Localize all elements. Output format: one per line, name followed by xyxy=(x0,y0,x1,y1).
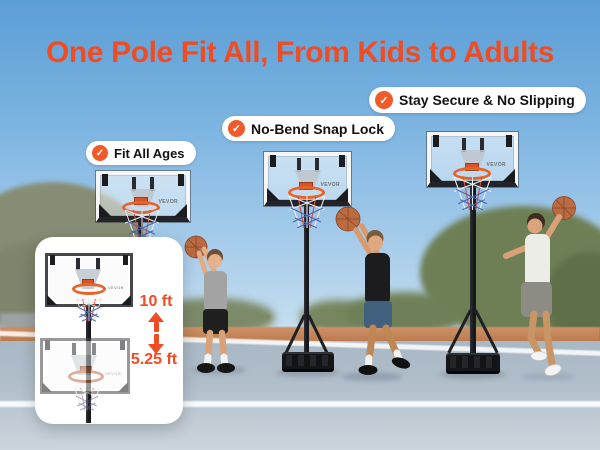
height-comparison-card: VEVOR VEVOR xyxy=(35,237,183,424)
hoop-medium-strut-left xyxy=(283,314,306,356)
backboard-wedge xyxy=(118,382,128,392)
backboard-bar xyxy=(315,158,319,172)
hoop-short-net xyxy=(124,210,160,240)
badge-fit-all-ages: ✓ Fit All Ages xyxy=(86,141,196,165)
player-kid-shooting xyxy=(184,235,235,373)
hoop-tall-net xyxy=(453,177,492,210)
hoop-medium-pole xyxy=(304,205,309,357)
min-height-label: 5.25 ft xyxy=(130,351,178,368)
inset-net-high xyxy=(75,298,103,322)
hoop-short-backboard: VEVOR xyxy=(96,171,190,222)
hoop-tall-strut-left xyxy=(447,309,472,354)
arrow-down-icon xyxy=(148,334,164,354)
backboard-corner-tab xyxy=(433,135,439,147)
backboard-wedge xyxy=(267,188,280,201)
inset-board-high: VEVOR xyxy=(45,253,133,307)
arrow-up-icon xyxy=(148,312,164,332)
backboard-corner-tab xyxy=(506,135,512,147)
backboard-wedge xyxy=(335,188,348,201)
inset-rim-low xyxy=(68,370,104,383)
check-icon: ✓ xyxy=(375,91,393,109)
backboard-bar xyxy=(132,177,136,191)
badge-no-bend-snap-lock: ✓ No-Bend Snap Lock xyxy=(222,116,396,141)
check-icon: ✓ xyxy=(228,120,245,137)
backboard-wedge xyxy=(430,169,443,182)
brand-logo: VEVOR xyxy=(320,182,340,188)
backboard-bar xyxy=(92,343,96,355)
player-adult-dunking xyxy=(503,196,576,376)
hoop-medium-strut-right xyxy=(307,314,330,356)
inset-board-low: VEVOR xyxy=(40,338,130,394)
brand-logo: VEVOR xyxy=(104,371,121,376)
backboard-bar xyxy=(297,158,301,172)
badge-label: Fit All Ages xyxy=(114,145,185,161)
player-teen-layup xyxy=(335,206,411,375)
shadow-player-adult xyxy=(522,373,574,380)
badge-label: No-Bend Snap Lock xyxy=(251,120,385,137)
backboard-corner-tab xyxy=(123,255,128,265)
backboard-bar xyxy=(76,258,80,270)
backboard-corner-tab xyxy=(50,255,55,265)
shadow-base-right xyxy=(440,370,506,379)
inset-rim-high xyxy=(72,283,106,295)
max-height-label: 10 ft xyxy=(139,293,173,310)
backboard-bar xyxy=(480,138,484,152)
check-icon: ✓ xyxy=(92,145,108,161)
backboard-wedge xyxy=(121,295,131,305)
inset-net-low xyxy=(73,387,101,411)
backboard-bar xyxy=(72,343,76,355)
backboard-corner-tab xyxy=(120,340,125,350)
backboard-corner-tab xyxy=(45,340,50,350)
page-title: One Pole Fit All, From Kids to Adults xyxy=(46,36,554,69)
backboard-wedge xyxy=(42,382,52,392)
hoop-tall-base xyxy=(446,353,500,374)
backboard-wedge xyxy=(47,295,57,305)
court-line-far xyxy=(0,401,600,407)
badge-label: Stay Secure & No Slipping xyxy=(399,92,575,108)
backboard-corner-tab xyxy=(339,155,345,167)
badge-stay-secure: ✓ Stay Secure & No Slipping xyxy=(369,87,586,113)
backboard-wedge xyxy=(99,204,112,217)
hoop-medium: VEVOR xyxy=(264,152,364,377)
brand-logo: VEVOR xyxy=(107,285,124,290)
shadow-base-middle xyxy=(276,369,340,377)
backboard-corner-tab xyxy=(270,155,276,167)
backboard-corner-tab xyxy=(178,174,184,186)
hoop-tall-pole xyxy=(470,186,476,356)
backboard-bar xyxy=(96,258,100,270)
backboard-corner-tab xyxy=(102,174,108,186)
backboard-bar xyxy=(150,177,154,191)
brand-logo: VEVOR xyxy=(158,199,178,205)
backboard-wedge xyxy=(174,204,187,217)
brand-logo: VEVOR xyxy=(486,162,506,168)
backboard-wedge xyxy=(502,169,515,182)
hoop-medium-net xyxy=(288,196,326,228)
shadow-player-teen xyxy=(342,372,402,381)
backboard-bar xyxy=(462,138,466,152)
hoop-medium-base xyxy=(282,352,334,372)
hoop-tall: VEVOR xyxy=(427,132,527,382)
